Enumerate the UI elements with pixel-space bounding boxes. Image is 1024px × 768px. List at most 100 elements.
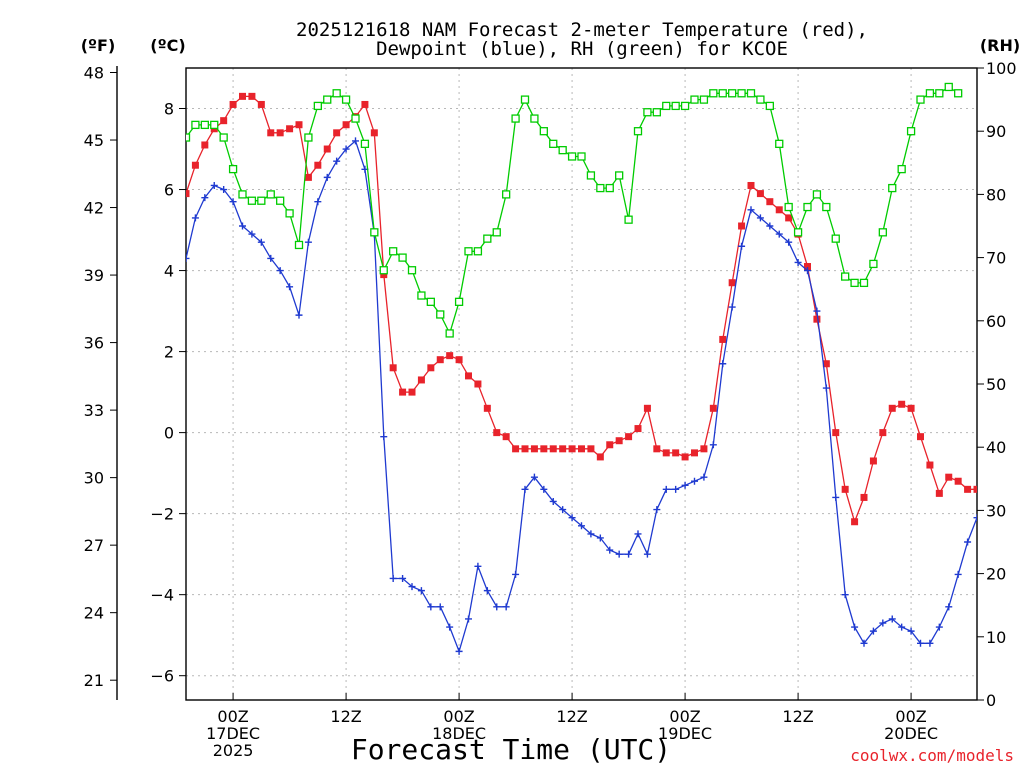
dewpoint-point (785, 238, 793, 246)
fahrenheit-tick-label: 30 (84, 469, 104, 488)
rh-tick-label: 40 (986, 438, 1006, 457)
temperature-point (530, 445, 538, 453)
temperature-point (568, 445, 576, 453)
rh-point (925, 89, 935, 98)
dewpoint-point (643, 550, 651, 558)
rh-point (699, 95, 709, 104)
credit-text: coolwx.com/models (850, 746, 1014, 765)
temperature-point (342, 121, 350, 129)
temperature-point (267, 129, 275, 137)
dewpoint-point (286, 283, 294, 291)
dewpoint-point (851, 623, 859, 631)
rh-point (633, 127, 643, 136)
temperature-point (954, 477, 962, 485)
temperature-point (549, 445, 557, 453)
dewpoint-point (399, 574, 407, 582)
dewpoint-point (700, 473, 708, 481)
dewpoint-point (907, 627, 915, 635)
dewpoint-point (493, 603, 501, 611)
rh-point (841, 272, 850, 281)
rh-point (577, 152, 586, 161)
rh-point (793, 228, 803, 237)
temperature-point (370, 129, 378, 137)
dewpoint-point (186, 254, 190, 262)
rh-point (389, 247, 398, 256)
temperature-point (474, 380, 482, 388)
temperature-point (756, 190, 764, 198)
temperature-point (813, 315, 821, 323)
rh-point (662, 101, 671, 111)
dewpoint-point (973, 514, 977, 522)
rh-point (567, 152, 577, 161)
dewpoint-point (417, 587, 425, 595)
rh-point (257, 196, 266, 205)
rh-tick-label: 0 (986, 691, 996, 710)
x-tick-label: 12Z (556, 707, 587, 726)
temperature-point (408, 388, 416, 396)
dewpoint-point (427, 603, 435, 611)
rh-point (426, 297, 435, 306)
dewpoint-point (738, 242, 746, 250)
rh-point (407, 266, 417, 275)
temperature-point (964, 485, 972, 493)
rh-point (530, 114, 539, 123)
temperature-point (540, 445, 548, 453)
temperature-point (455, 356, 463, 364)
celsius-tick-label: −6 (150, 667, 174, 686)
dewpoint-point (728, 303, 736, 311)
dewpoint-point (794, 258, 802, 266)
x-tick-label: 19DEC (658, 724, 712, 743)
rh-point (351, 114, 360, 123)
celsius-tick-label: 2 (164, 343, 174, 362)
rh-point (228, 164, 238, 174)
dewpoint-point (709, 441, 717, 449)
dewpoint-point (832, 493, 840, 501)
dewpoint-point (408, 583, 416, 591)
celsius-tick-label: 0 (164, 424, 174, 443)
temperature-point (220, 117, 228, 125)
temperature-point (521, 445, 529, 453)
dewpoint-point (465, 615, 472, 623)
dewpoint-point (681, 481, 689, 489)
rh-point (313, 101, 322, 111)
dewpoint-point (201, 194, 209, 202)
x-tick-label: 00Z (443, 707, 474, 726)
rh-point (492, 228, 501, 237)
temperature-point (917, 433, 924, 441)
temperature-point (851, 518, 859, 526)
rh-point (897, 164, 906, 174)
rh-point (652, 108, 661, 117)
temperature-point (417, 376, 425, 384)
gridlines (186, 68, 977, 700)
temperature-point (766, 198, 774, 206)
dewpoint-point (483, 587, 491, 595)
dewpoint-point (879, 619, 887, 627)
temperature-point (465, 372, 472, 380)
dewpoint-point (210, 181, 218, 189)
rh-point (596, 183, 605, 193)
temperature-point (615, 437, 623, 445)
dewpoint-point (822, 384, 830, 392)
dewpoint-point (191, 214, 199, 222)
rh-point (586, 171, 596, 180)
dewpoint-point (173, 287, 180, 294)
temperature-point (239, 92, 246, 100)
celsius-tick-label: 4 (164, 262, 174, 281)
temperature-point (653, 445, 661, 453)
rh-point (285, 209, 294, 218)
x-axis-label: Forecast Time (UTC) (351, 733, 671, 766)
celsius-unit-label: (ºC) (150, 36, 185, 55)
rh-point (549, 139, 558, 148)
temperature-point (747, 181, 755, 189)
dewpoint-point (474, 562, 482, 570)
temperature-point (879, 429, 887, 437)
temperature-point (898, 400, 906, 408)
temperature-point (314, 161, 322, 169)
fahrenheit-tick-label: 24 (84, 604, 104, 623)
rh-point (784, 202, 793, 212)
temperature-point (286, 125, 294, 133)
dewpoint-point (625, 550, 633, 558)
series-clip-group (173, 82, 977, 655)
dewpoint-point (295, 311, 303, 319)
temperature-point (229, 100, 237, 108)
